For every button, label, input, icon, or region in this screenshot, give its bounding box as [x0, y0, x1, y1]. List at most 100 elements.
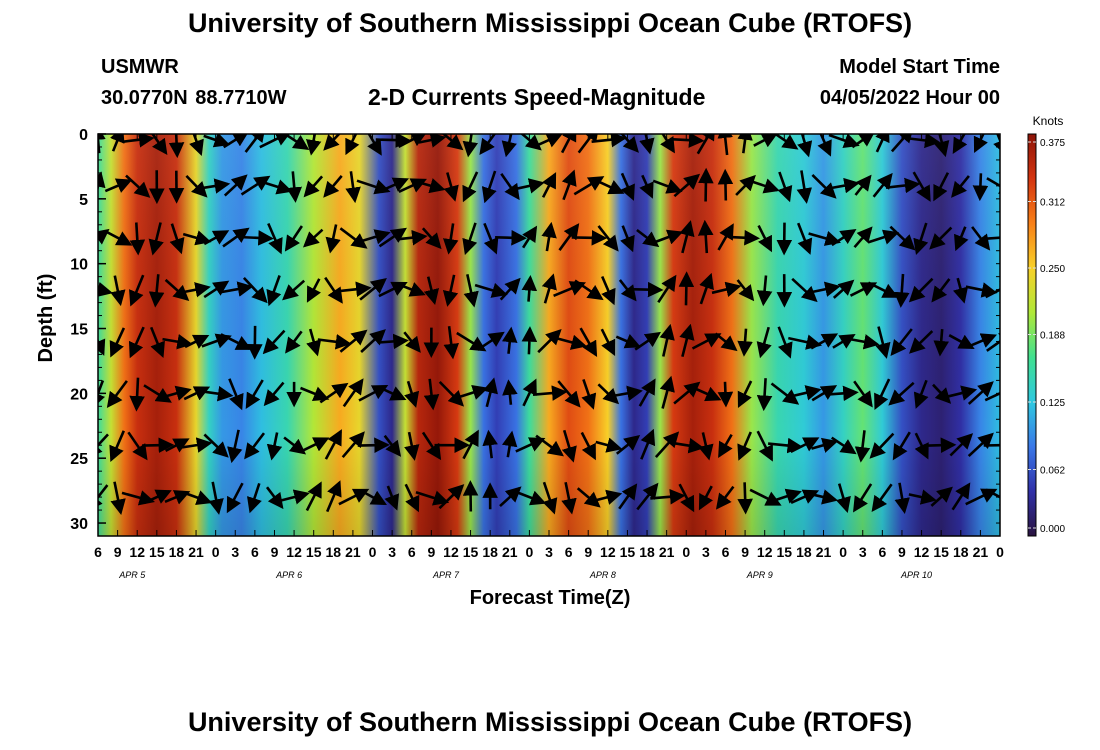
current-vector-arrow — [129, 274, 145, 307]
colorbar-tick-label: 0.000 — [1040, 524, 1065, 535]
current-vector-arrow — [592, 178, 625, 195]
current-vector-arrow — [946, 385, 978, 401]
current-vector-arrow — [659, 323, 675, 357]
current-vector-arrow — [242, 277, 268, 304]
current-vector-arrow — [673, 381, 701, 405]
current-vector-arrow — [339, 329, 368, 353]
current-vector-arrow — [345, 171, 361, 204]
station-coordinates: 30.0770N 88.7710W — [101, 87, 287, 109]
current-vector-arrow — [302, 228, 324, 248]
current-vector-arrow — [183, 282, 211, 298]
current-vector-arrow — [110, 275, 126, 307]
current-vector-arrow — [438, 484, 465, 510]
current-vector-arrow — [912, 171, 931, 202]
x-tick-label: 9 — [741, 544, 749, 560]
current-vector-arrow — [398, 229, 428, 246]
x-tick-label: 21 — [345, 544, 361, 560]
current-vector-arrow — [618, 483, 638, 510]
y-tick-label: 20 — [70, 386, 88, 403]
current-vector-arrow — [148, 222, 164, 256]
x-tick-label: 18 — [326, 544, 342, 560]
current-vector-arrow — [182, 230, 212, 246]
current-vector-arrow — [541, 221, 557, 252]
current-vector-arrow — [811, 437, 839, 453]
current-vector-arrow — [933, 172, 950, 202]
current-vector-arrow — [149, 326, 165, 359]
current-vector-arrow — [323, 175, 343, 198]
current-vector-arrow — [908, 489, 937, 505]
current-vector-arrow — [965, 282, 998, 298]
current-vector-arrow — [222, 227, 250, 248]
x-tick-label: 0 — [369, 544, 377, 560]
current-vector-arrow — [558, 223, 580, 251]
x-tick-label: 12 — [757, 544, 773, 560]
current-vector-arrow — [258, 179, 293, 195]
x-tick-label: 9 — [271, 544, 279, 560]
current-vector-arrow — [228, 378, 244, 411]
x-tick-label: 15 — [306, 544, 322, 560]
current-vector-arrow — [777, 171, 793, 203]
current-vector-arrow — [220, 333, 252, 350]
current-vector-arrow — [499, 277, 521, 301]
current-vector-arrow — [652, 179, 683, 194]
x-tick-label: 12 — [600, 544, 616, 560]
x-tick-label: 12 — [129, 544, 145, 560]
day-label: APR 9 — [746, 570, 773, 580]
current-vector-arrow — [791, 277, 818, 303]
current-vector-arrow — [888, 381, 915, 406]
current-vector-arrow — [652, 229, 684, 245]
current-vector-arrow — [796, 222, 813, 255]
x-tick-label: 0 — [212, 544, 220, 560]
current-vector-arrow — [483, 222, 499, 255]
colorbar-tick-label: 0.062 — [1040, 466, 1065, 477]
model-start-label: Model Start Time — [839, 56, 1000, 78]
current-vector-arrow — [357, 437, 390, 454]
current-vector-arrow — [849, 282, 878, 297]
current-vector-arrow — [244, 432, 266, 460]
current-vector-arrow — [98, 484, 109, 512]
current-vector-arrow — [359, 489, 387, 506]
current-vector-arrow — [557, 380, 581, 408]
current-vector-arrow — [615, 333, 641, 349]
current-vector-arrow — [853, 380, 873, 408]
current-vector-arrow — [305, 481, 322, 512]
current-vector-arrow — [808, 281, 841, 297]
x-tick-label: 0 — [682, 544, 690, 560]
current-vector-arrow — [502, 379, 518, 405]
current-vector-arrow — [379, 386, 407, 401]
current-vector-arrow — [633, 281, 664, 298]
current-vector-arrow — [751, 178, 780, 194]
current-vector-arrow — [183, 386, 211, 401]
current-vector-arrow — [601, 275, 616, 306]
current-vector-arrow — [928, 437, 957, 454]
current-vector-arrow — [828, 177, 860, 194]
current-vector-arrow — [203, 433, 229, 458]
x-tick-label: 21 — [973, 544, 989, 560]
current-vector-arrow — [636, 482, 659, 511]
y-tick-label: 30 — [70, 516, 88, 533]
current-vector-arrow — [359, 277, 387, 301]
current-vector-arrow — [735, 174, 756, 196]
day-label: APR 10 — [900, 570, 932, 580]
current-vector-arrow — [482, 429, 498, 459]
x-tick-label: 21 — [816, 544, 832, 560]
current-vector-arrow — [286, 171, 303, 203]
current-vector-arrow — [319, 382, 349, 404]
current-vector-arrow — [914, 432, 929, 460]
x-tick-label: 6 — [94, 544, 102, 560]
current-vector-arrow — [697, 219, 714, 254]
current-vector-arrow — [419, 178, 446, 194]
current-vector-arrow — [736, 279, 755, 302]
current-vector-arrow — [717, 381, 734, 408]
current-vector-arrow — [125, 174, 151, 198]
current-vector-arrow — [98, 134, 106, 154]
current-vector-arrow — [404, 431, 420, 461]
colorbar-tick-label: 0.125 — [1040, 398, 1065, 409]
current-vector-arrow — [463, 274, 479, 308]
current-vector-arrow — [757, 225, 772, 253]
current-vector-arrow — [777, 326, 793, 359]
current-vector-arrow — [336, 281, 372, 298]
current-vector-arrow — [597, 225, 619, 252]
current-vector-arrow — [756, 275, 773, 307]
current-vector-arrow — [377, 333, 409, 350]
